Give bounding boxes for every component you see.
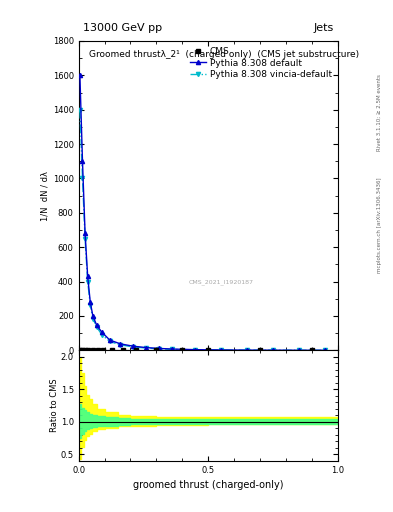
Pythia 8.308 vincia-default xyxy=(144,345,149,351)
Pythia 8.308 vincia-default xyxy=(271,347,275,353)
Pythia 8.308 vincia-default xyxy=(77,106,82,113)
Pythia 8.308 default xyxy=(83,230,88,237)
Text: CMS_2021_I1920187: CMS_2021_I1920187 xyxy=(189,280,254,285)
CMS xyxy=(258,347,263,353)
Pythia 8.308 default xyxy=(157,346,162,352)
CMS xyxy=(85,347,90,353)
Pythia 8.308 default xyxy=(170,346,174,352)
CMS xyxy=(154,347,159,353)
Pythia 8.308 vincia-default xyxy=(107,338,112,345)
Pythia 8.308 vincia-default xyxy=(85,279,90,285)
Line: CMS: CMS xyxy=(78,348,314,352)
Pythia 8.308 default xyxy=(94,323,99,329)
CMS xyxy=(80,347,85,353)
Y-axis label: Ratio to CMS: Ratio to CMS xyxy=(50,379,59,432)
Pythia 8.308 vincia-default xyxy=(323,347,327,353)
Pythia 8.308 default xyxy=(323,347,327,353)
Pythia 8.308 default xyxy=(99,329,104,335)
CMS xyxy=(90,347,95,353)
Pythia 8.308 default xyxy=(131,343,136,349)
Pythia 8.308 vincia-default xyxy=(83,236,88,242)
CMS xyxy=(310,347,314,353)
Pythia 8.308 vincia-default xyxy=(245,347,250,353)
Legend: CMS, Pythia 8.308 default, Pythia 8.308 vincia-default: CMS, Pythia 8.308 default, Pythia 8.308 … xyxy=(188,46,334,80)
Pythia 8.308 default xyxy=(85,273,90,280)
Pythia 8.308 default xyxy=(90,313,95,319)
Pythia 8.308 vincia-default xyxy=(94,324,99,330)
Pythia 8.308 default xyxy=(80,158,85,164)
Pythia 8.308 default xyxy=(245,347,250,353)
Pythia 8.308 default xyxy=(193,347,198,353)
Pythia 8.308 vincia-default xyxy=(131,344,136,350)
Pythia 8.308 vincia-default xyxy=(80,176,85,182)
CMS xyxy=(83,347,88,353)
Pythia 8.308 default xyxy=(297,347,301,353)
CMS xyxy=(120,347,125,353)
Text: 13000 GeV pp: 13000 GeV pp xyxy=(83,23,162,33)
Y-axis label: 1/N  dN / dλ: 1/N dN / dλ xyxy=(41,170,50,221)
Pythia 8.308 vincia-default xyxy=(99,332,104,338)
Pythia 8.308 default xyxy=(271,347,275,353)
X-axis label: groomed thrust (charged-only): groomed thrust (charged-only) xyxy=(133,480,283,490)
Pythia 8.308 vincia-default xyxy=(90,315,95,322)
Pythia 8.308 vincia-default xyxy=(118,342,123,348)
Text: Rivet 3.1.10; ≥ 2.5M events: Rivet 3.1.10; ≥ 2.5M events xyxy=(377,74,382,151)
CMS xyxy=(180,347,185,353)
Pythia 8.308 default xyxy=(118,340,123,347)
CMS xyxy=(96,347,101,353)
Line: Pythia 8.308 default: Pythia 8.308 default xyxy=(78,73,327,352)
Pythia 8.308 vincia-default xyxy=(219,347,224,353)
Pythia 8.308 vincia-default xyxy=(297,347,301,353)
Text: Groomed thrustλ_2¹  (charged only)  (CMS jet substructure): Groomed thrustλ_2¹ (charged only) (CMS j… xyxy=(89,50,359,59)
Pythia 8.308 vincia-default xyxy=(193,347,198,353)
Pythia 8.308 default xyxy=(88,299,93,305)
Pythia 8.308 vincia-default xyxy=(88,302,93,308)
CMS xyxy=(101,347,106,353)
Pythia 8.308 vincia-default xyxy=(170,346,174,352)
Pythia 8.308 default xyxy=(77,72,82,78)
Pythia 8.308 default xyxy=(219,347,224,353)
CMS xyxy=(206,347,211,353)
CMS xyxy=(110,347,115,353)
Text: mcplots.cern.ch [arXiv:1306.3436]: mcplots.cern.ch [arXiv:1306.3436] xyxy=(377,178,382,273)
CMS xyxy=(133,347,138,353)
Pythia 8.308 default xyxy=(107,337,112,343)
Line: Pythia 8.308 vincia-default: Pythia 8.308 vincia-default xyxy=(78,108,327,352)
Pythia 8.308 vincia-default xyxy=(157,346,162,352)
CMS xyxy=(77,347,82,353)
Text: Jets: Jets xyxy=(314,23,334,33)
Pythia 8.308 default xyxy=(144,345,149,351)
